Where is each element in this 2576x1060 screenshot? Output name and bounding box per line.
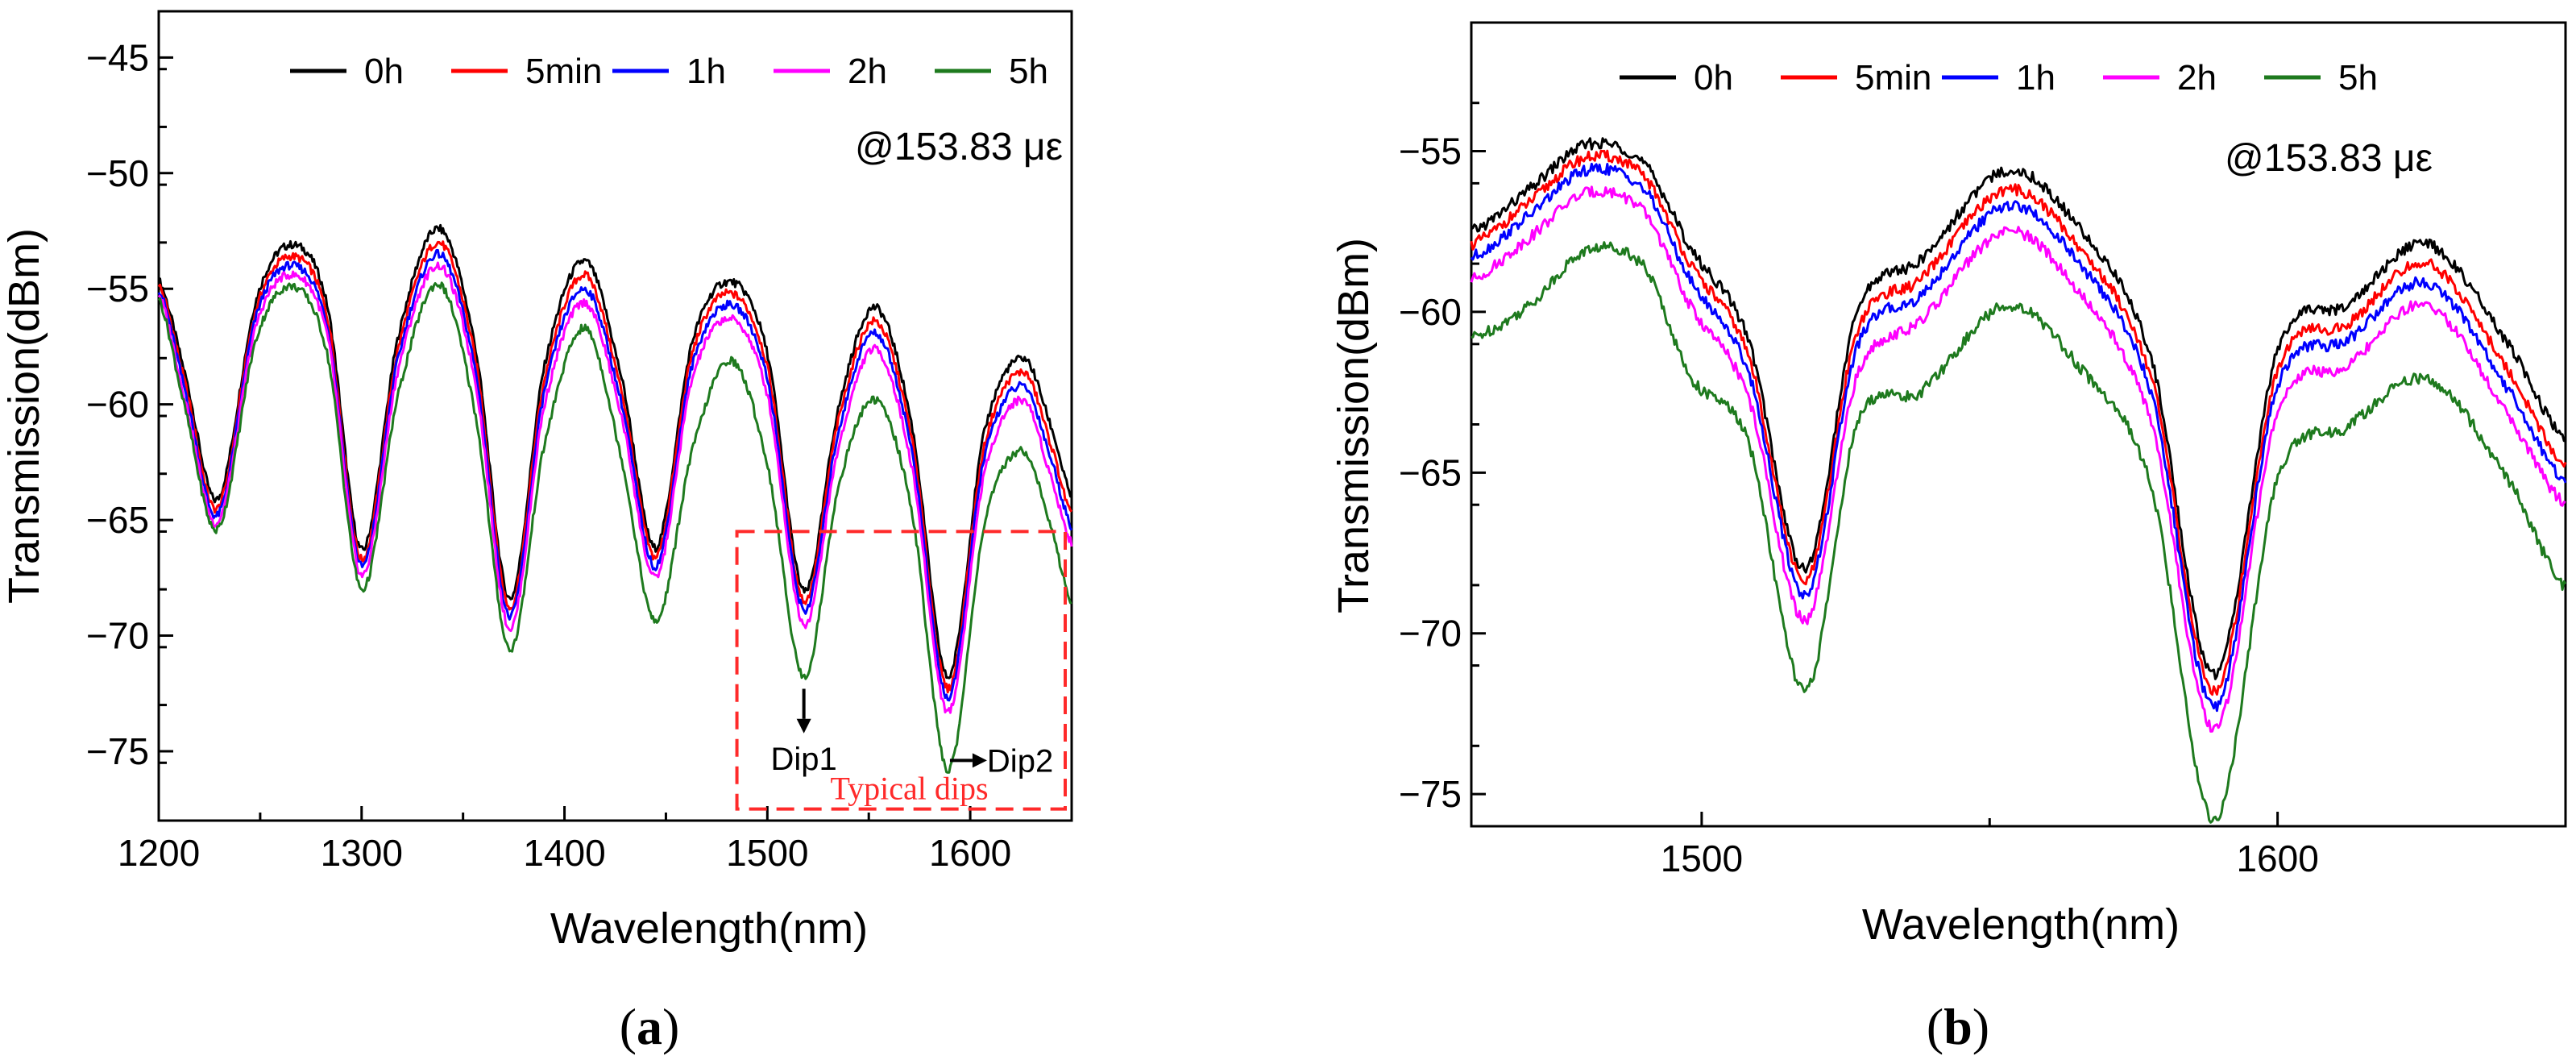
panel-b-strain-annotation: @153.83 με bbox=[2225, 137, 2433, 180]
series-line-0h bbox=[1471, 137, 2566, 680]
dip1-arrowhead bbox=[796, 718, 811, 734]
series-line-5h bbox=[157, 281, 1072, 774]
panel-a-series-group bbox=[157, 223, 1073, 774]
series-line-5min bbox=[1470, 149, 2567, 696]
panel-a-label-open: ( bbox=[620, 998, 637, 1055]
x-tick-label: 1300 bbox=[321, 832, 403, 874]
panel-a-y-axis-title: Transmission(dBm) bbox=[0, 228, 48, 604]
legend-label-0h: 0h bbox=[1694, 58, 1733, 98]
y-tick-label: −65 bbox=[86, 499, 149, 541]
series-line-1h bbox=[1470, 162, 2567, 713]
y-tick-label: −75 bbox=[86, 730, 149, 772]
panel-a-x-axis-title: Wavelength(nm) bbox=[550, 904, 868, 953]
dip2-marker: Dip2 bbox=[949, 743, 1053, 779]
panel-b-y-ticks: −55 −60 −65 −70 −75 bbox=[1399, 21, 1486, 828]
dip1-marker: Dip1 bbox=[771, 688, 837, 777]
dip1-label: Dip1 bbox=[771, 742, 837, 777]
panel-a-legend: 0h 5min 1h 2h 5h bbox=[290, 52, 1048, 91]
dip2-label: Dip2 bbox=[987, 743, 1053, 779]
x-tick-label: 1200 bbox=[118, 832, 200, 874]
legend-label-2h: 2h bbox=[2177, 58, 2217, 98]
series-line-2h bbox=[1470, 185, 2566, 733]
panel-b-series-group bbox=[1470, 137, 2567, 824]
y-tick-label: −50 bbox=[86, 152, 149, 194]
typical-dips-box bbox=[735, 530, 1067, 811]
panel-b-x-axis-title: Wavelength(nm) bbox=[1862, 900, 2180, 949]
y-tick-label: −45 bbox=[86, 36, 149, 78]
panel-b-label-open: ( bbox=[1927, 998, 1943, 1055]
panel-b-y-axis-title: Transmission(dBm) bbox=[1329, 238, 1378, 613]
series-line-1h bbox=[157, 248, 1073, 702]
y-tick-label: −75 bbox=[1399, 773, 1462, 815]
x-tick-label: 1500 bbox=[726, 832, 808, 874]
dip2-arrowhead bbox=[972, 753, 987, 768]
panel-b-legend: 0h 5min 1h 2h 5h bbox=[1620, 58, 2378, 98]
y-tick-label: −60 bbox=[86, 384, 149, 426]
x-tick-label: 1600 bbox=[929, 832, 1011, 874]
y-tick-label: −65 bbox=[1399, 451, 1462, 493]
series-line-5min bbox=[157, 240, 1073, 694]
legend-label-5h: 5h bbox=[1009, 52, 1048, 91]
y-tick-label: −70 bbox=[86, 615, 149, 657]
panel-b-label: (b) bbox=[1927, 998, 1989, 1055]
panel-a-x-ticks: 1200 1300 1400 1500 1600 bbox=[118, 806, 1073, 874]
panel-a-y-ticks: −45 −50 −55 −60 −65 −70 −75 bbox=[86, 10, 173, 822]
panel-a-chart: 1200 1300 1400 1500 1600 −45−50−55−60−65−70−… bbox=[0, 10, 1073, 1055]
typical-dips-label: Typical dips bbox=[831, 771, 989, 807]
panel-a-label: (a) bbox=[620, 998, 680, 1055]
x-tick-label: 1500 bbox=[1661, 838, 1743, 879]
panel-a-label-letter: a bbox=[637, 998, 662, 1055]
x-tick-label: 1600 bbox=[2236, 838, 2318, 879]
panel-b-x-ticks: 1500 1600 bbox=[1661, 812, 2567, 879]
panel-b-label-close: ) bbox=[1972, 998, 1989, 1055]
panel-b-chart: 1500 1600 −55 −60 −65 −70 −75 0h 5min 1h 2h 5h @1… bbox=[1329, 21, 2567, 1055]
panel-b-label-letter: b bbox=[1943, 998, 1972, 1055]
y-tick-label: −55 bbox=[1399, 131, 1462, 173]
legend-label-2h: 2h bbox=[848, 52, 887, 91]
y-tick-label: −55 bbox=[86, 268, 149, 310]
panel-a-label-close: ) bbox=[662, 998, 679, 1055]
legend-label-5min: 5min bbox=[1855, 58, 1931, 98]
series-line-2h bbox=[157, 261, 1073, 714]
y-tick-label: −70 bbox=[1399, 613, 1462, 655]
series-line-0h bbox=[157, 223, 1073, 680]
x-tick-label: 1400 bbox=[523, 832, 605, 874]
y-tick-label: −60 bbox=[1399, 291, 1462, 333]
legend-label-1h: 1h bbox=[687, 52, 726, 91]
legend-label-5min: 5min bbox=[525, 52, 602, 91]
legend-label-5h: 5h bbox=[2338, 58, 2378, 98]
panel-a-strain-annotation: @153.83 με bbox=[855, 126, 1063, 168]
legend-label-1h: 1h bbox=[2016, 58, 2055, 98]
series-line-5h bbox=[1471, 241, 2567, 824]
legend-label-0h: 0h bbox=[364, 52, 404, 91]
